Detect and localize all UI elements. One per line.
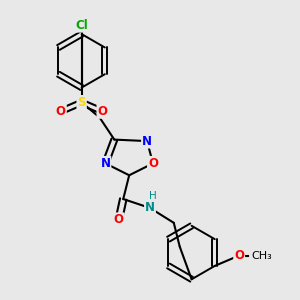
Text: O: O [114,213,124,226]
Text: N: N [145,202,155,214]
Text: S: S [77,96,86,109]
Text: O: O [234,249,244,262]
Text: O: O [148,157,158,170]
Text: O: O [56,105,66,118]
Text: N: N [142,135,152,148]
Text: O: O [98,105,107,118]
Text: Cl: Cl [75,19,88,32]
Text: CH₃: CH₃ [251,250,272,260]
Text: N: N [100,157,110,170]
Text: H: H [149,191,157,201]
